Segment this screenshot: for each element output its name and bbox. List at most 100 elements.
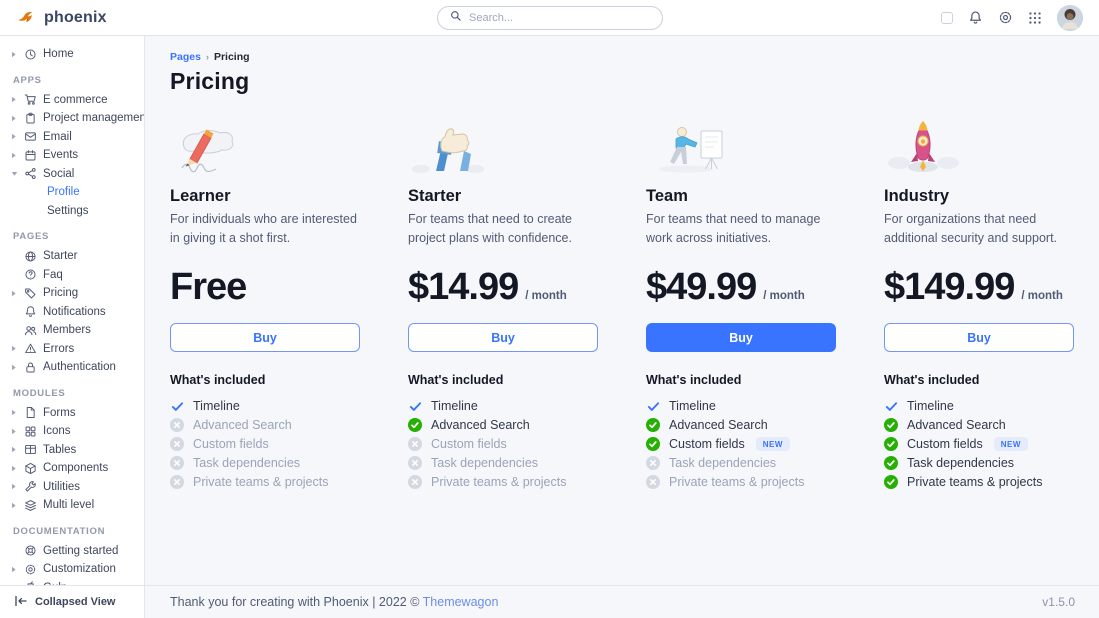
theme-toggle[interactable]	[941, 11, 953, 24]
x-circle-icon	[646, 456, 660, 471]
sidebar-item-members[interactable]: Members	[0, 321, 144, 340]
plan-card-industry: Industry For organizations that need addi…	[884, 119, 1074, 490]
sidebar-item-pricing[interactable]: Pricing	[0, 284, 144, 303]
sidebar-item-faq[interactable]: Faq	[0, 266, 144, 285]
sidebar-item-email[interactable]: Email	[0, 128, 144, 147]
included-title: What's included	[408, 373, 504, 387]
sidebar-item-utilities[interactable]: Utilities	[0, 478, 144, 497]
chevron-right-icon	[11, 483, 18, 490]
user-avatar[interactable]	[1057, 4, 1083, 31]
sidebar-item-events[interactable]: Events	[0, 146, 144, 165]
sidebar-item-forms[interactable]: Forms	[0, 404, 144, 423]
chevron-right-icon	[11, 502, 18, 509]
feature-row-task-dependencies: Task dependencies	[170, 456, 360, 471]
sidebar-item-icons[interactable]: Icons	[0, 422, 144, 441]
new-badge: NEW	[993, 437, 1028, 452]
sidebar-subitem-profile[interactable]: Profile	[47, 186, 80, 199]
chevron-right-icon	[11, 409, 18, 416]
breadcrumb: Pages › Pricing	[170, 51, 1079, 63]
breadcrumb-pages-link[interactable]: Pages	[170, 51, 201, 63]
sidebar-item-home[interactable]: Home	[0, 45, 144, 64]
collapsed-view-toggle[interactable]: Collapsed View	[0, 585, 144, 618]
feature-label: Task dependencies	[431, 456, 539, 471]
cart-icon	[23, 93, 38, 106]
buy-button-industry[interactable]: Buy	[884, 323, 1074, 352]
bell-icon[interactable]	[968, 10, 983, 25]
sidebar-item-project-management[interactable]: Project management	[0, 109, 144, 128]
feature-label: Private teams & projects	[193, 475, 329, 490]
feature-label: Advanced Search	[193, 418, 292, 433]
sidebar-item-label: Gulp	[43, 582, 67, 585]
sidebar-item-label: Notifications	[43, 305, 106, 318]
sidebar-item-label: Authentication	[43, 361, 116, 374]
plan-price-row: Free	[170, 263, 360, 311]
feature-label: Task dependencies	[669, 456, 777, 471]
wrench-icon	[23, 480, 38, 493]
chevron-right-icon	[11, 446, 18, 453]
plan-period: / month	[763, 290, 805, 302]
brand-name: phoenix	[44, 8, 107, 26]
sidebar-item-errors[interactable]: Errors	[0, 340, 144, 359]
footer-version: v1.5.0	[1042, 595, 1075, 609]
feature-row-advanced-search: Advanced Search	[408, 418, 598, 433]
sidebar-item-label: Components	[43, 462, 109, 475]
check-circle-icon	[408, 418, 422, 433]
plan-name: Learner	[170, 187, 231, 205]
sidebar-item-customization[interactable]: Customization	[0, 560, 144, 579]
buy-button-learner[interactable]: Buy	[170, 323, 360, 352]
feature-list: Timeline Advanced Search Custom fields NEW T…	[884, 399, 1074, 490]
x-circle-icon	[170, 456, 184, 471]
check-icon	[646, 399, 660, 413]
feature-label: Custom fields	[193, 437, 269, 452]
clipboard-icon	[23, 112, 38, 125]
sidebar-item-label: Email	[43, 130, 72, 143]
buy-button-starter[interactable]: Buy	[408, 323, 598, 352]
apps-grid-icon[interactable]	[1028, 11, 1042, 25]
sidebar-item-label: Events	[43, 149, 79, 162]
pricing-grid: Learner For individuals who are intereste…	[170, 119, 1079, 490]
sidebar-item-starter[interactable]: Starter	[0, 247, 144, 266]
search-input[interactable]	[469, 12, 650, 24]
sidebar-item-e-commerce[interactable]: E commerce	[0, 91, 144, 110]
tag-icon	[23, 287, 38, 300]
gear-icon	[23, 563, 38, 576]
chevron-right-icon	[11, 345, 18, 352]
plan-price: $49.99	[646, 266, 757, 308]
sidebar-item-label: Multi level	[43, 499, 95, 512]
feature-list: Timeline Advanced Search Custom fields Task…	[408, 399, 598, 490]
chevron-right-icon	[11, 133, 18, 140]
feature-label: Advanced Search	[907, 418, 1006, 433]
feature-label: Custom fields	[669, 437, 745, 452]
layers-icon	[23, 499, 38, 512]
global-search[interactable]	[437, 6, 663, 30]
brand-logo[interactable]: phoenix	[16, 6, 107, 29]
pencil-illustration	[170, 119, 360, 173]
sidebar-item-gulp[interactable]: Gulp	[0, 579, 144, 585]
plan-price-row: $149.99 / month	[884, 263, 1074, 311]
sidebar-item-getting-started[interactable]: Getting started	[0, 542, 144, 561]
sidebar-section-label-documentation: DOCUMENTATION	[13, 525, 106, 537]
footer: Thank you for creating with Phoenix | 20…	[145, 585, 1099, 618]
check-circle-icon	[646, 418, 660, 433]
sidebar-item-label: Utilities	[43, 480, 81, 493]
sidebar-item-notifications[interactable]: Notifications	[0, 303, 144, 322]
collapsed-view-label: Collapsed View	[35, 596, 116, 608]
footer-credit: Thank you for creating with Phoenix | 20…	[170, 595, 498, 609]
sidebar-subitem-settings[interactable]: Settings	[47, 204, 89, 217]
sidebar-item-social[interactable]: Social	[0, 165, 144, 184]
sidebar-item-components[interactable]: Components	[0, 459, 144, 478]
buy-button-team[interactable]: Buy	[646, 323, 836, 352]
gear-icon[interactable]	[998, 10, 1013, 25]
chevron-down-icon	[11, 171, 18, 177]
footer-themewagon-link[interactable]: Themewagon	[422, 595, 499, 609]
feature-list: Timeline Advanced Search Custom fields Task…	[170, 399, 360, 490]
feature-row-private-teams-projects: Private teams & projects	[408, 475, 598, 490]
content: Pages › Pricing Pricing Learner For indiv…	[145, 36, 1099, 585]
plan-card-learner: Learner For individuals who are intereste…	[170, 119, 360, 490]
bell-icon	[23, 305, 38, 318]
main-area: Pages › Pricing Pricing Learner For indiv…	[145, 36, 1099, 618]
sidebar-item-multi-level[interactable]: Multi level	[0, 496, 144, 515]
sidebar-item-tables[interactable]: Tables	[0, 441, 144, 460]
sidebar-item-authentication[interactable]: Authentication	[0, 358, 144, 377]
